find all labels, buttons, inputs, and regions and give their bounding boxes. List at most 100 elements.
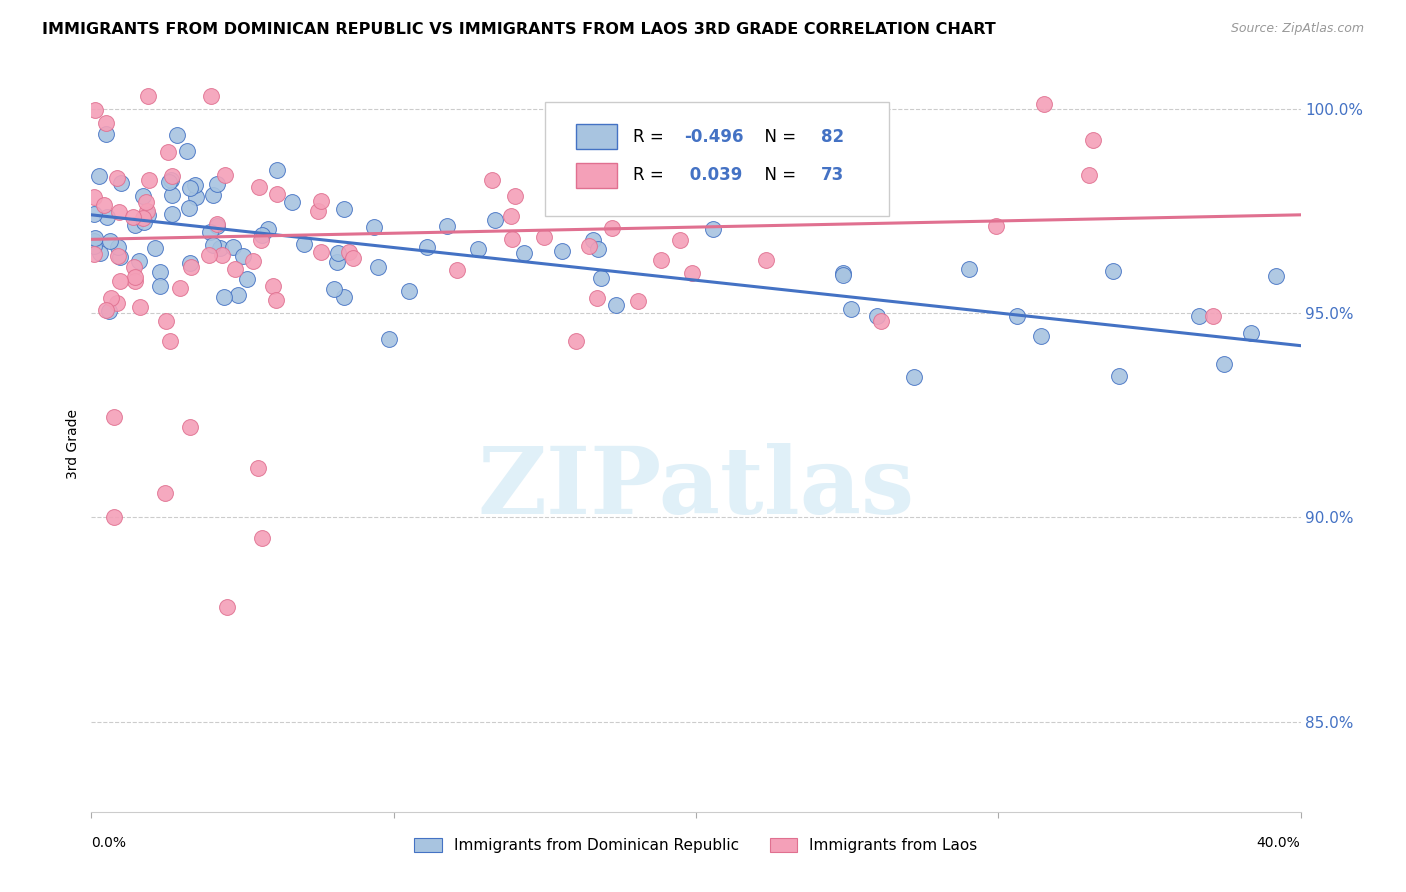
Point bbox=[176, 144, 198, 158]
Point bbox=[839, 302, 862, 317]
Point bbox=[242, 253, 264, 268]
Point bbox=[1240, 326, 1263, 340]
Point bbox=[984, 219, 1007, 233]
Point bbox=[205, 177, 228, 191]
Point bbox=[108, 204, 131, 219]
Point bbox=[87, 169, 110, 183]
Point bbox=[650, 253, 672, 268]
Text: 0.0%: 0.0% bbox=[91, 836, 127, 850]
Point bbox=[128, 253, 150, 268]
Point bbox=[342, 251, 364, 265]
Point bbox=[107, 296, 129, 310]
Point bbox=[481, 172, 503, 186]
Point bbox=[503, 188, 526, 202]
Point bbox=[681, 266, 703, 280]
FancyBboxPatch shape bbox=[576, 124, 617, 149]
Point bbox=[1265, 269, 1288, 284]
Point bbox=[533, 229, 555, 244]
Point bbox=[226, 288, 249, 302]
Point bbox=[132, 211, 155, 226]
Point bbox=[83, 190, 105, 204]
Point bbox=[1212, 357, 1234, 371]
Point bbox=[1031, 328, 1053, 343]
Point bbox=[377, 332, 399, 346]
Point bbox=[98, 234, 121, 248]
Point bbox=[309, 244, 332, 259]
Point bbox=[832, 267, 855, 281]
Point bbox=[138, 173, 160, 187]
Point bbox=[565, 334, 588, 349]
Point bbox=[246, 461, 269, 475]
Point bbox=[107, 240, 129, 254]
Point bbox=[294, 236, 316, 251]
Text: N =: N = bbox=[754, 166, 801, 184]
Point bbox=[250, 233, 273, 247]
Point bbox=[1101, 264, 1123, 278]
Point bbox=[124, 260, 146, 274]
Point bbox=[83, 207, 105, 221]
Point bbox=[155, 314, 177, 328]
Point bbox=[1077, 168, 1099, 182]
Point bbox=[108, 274, 131, 288]
Point bbox=[467, 242, 489, 256]
Point bbox=[135, 204, 157, 219]
Point bbox=[446, 263, 468, 277]
Point bbox=[903, 370, 925, 384]
Point bbox=[581, 233, 603, 247]
Text: IMMIGRANTS FROM DOMINICAN REPUBLIC VS IMMIGRANTS FROM LAOS 3RD GRADE CORRELATION: IMMIGRANTS FROM DOMINICAN REPUBLIC VS IM… bbox=[42, 22, 995, 37]
Point bbox=[84, 231, 107, 245]
Point bbox=[100, 291, 122, 305]
Point bbox=[600, 221, 623, 235]
Point bbox=[157, 175, 180, 189]
Point bbox=[180, 260, 202, 274]
Point bbox=[236, 272, 259, 286]
Point bbox=[153, 485, 176, 500]
Point bbox=[159, 334, 181, 348]
Point bbox=[200, 89, 222, 103]
Point bbox=[262, 279, 284, 293]
Point bbox=[870, 314, 893, 328]
Point bbox=[499, 209, 522, 223]
Point bbox=[156, 145, 179, 159]
Text: ZIPatlas: ZIPatlas bbox=[478, 443, 914, 533]
Point bbox=[339, 244, 361, 259]
Text: 40.0%: 40.0% bbox=[1257, 836, 1301, 850]
Point bbox=[214, 290, 236, 304]
Point bbox=[1202, 309, 1225, 323]
Point bbox=[264, 293, 287, 307]
Point bbox=[108, 250, 131, 264]
Point bbox=[94, 115, 117, 129]
Text: 82: 82 bbox=[821, 128, 844, 146]
Point bbox=[551, 244, 574, 259]
Point bbox=[124, 218, 146, 232]
Point bbox=[232, 249, 254, 263]
Point bbox=[179, 420, 201, 434]
Point bbox=[398, 284, 420, 298]
Point bbox=[222, 239, 245, 253]
Text: Source: ZipAtlas.com: Source: ZipAtlas.com bbox=[1230, 22, 1364, 36]
Text: R =: R = bbox=[633, 166, 669, 184]
Point bbox=[309, 194, 332, 209]
Point bbox=[110, 176, 132, 190]
Point bbox=[957, 262, 980, 277]
Point bbox=[323, 282, 346, 296]
Point bbox=[160, 188, 183, 202]
Point bbox=[201, 238, 224, 252]
Point bbox=[363, 219, 385, 234]
Point bbox=[484, 213, 506, 227]
Point bbox=[184, 178, 207, 193]
Point bbox=[197, 248, 219, 262]
Point bbox=[333, 202, 356, 216]
Point bbox=[94, 128, 117, 142]
Point bbox=[367, 260, 389, 275]
Point bbox=[184, 189, 207, 203]
Point bbox=[107, 249, 129, 263]
Point bbox=[215, 600, 238, 615]
Point bbox=[669, 234, 692, 248]
Y-axis label: 3rd Grade: 3rd Grade bbox=[66, 409, 80, 479]
Point bbox=[160, 169, 183, 183]
Point bbox=[1005, 309, 1028, 323]
Point bbox=[160, 207, 183, 221]
Point bbox=[866, 309, 889, 323]
Text: 0.039: 0.039 bbox=[683, 166, 742, 184]
